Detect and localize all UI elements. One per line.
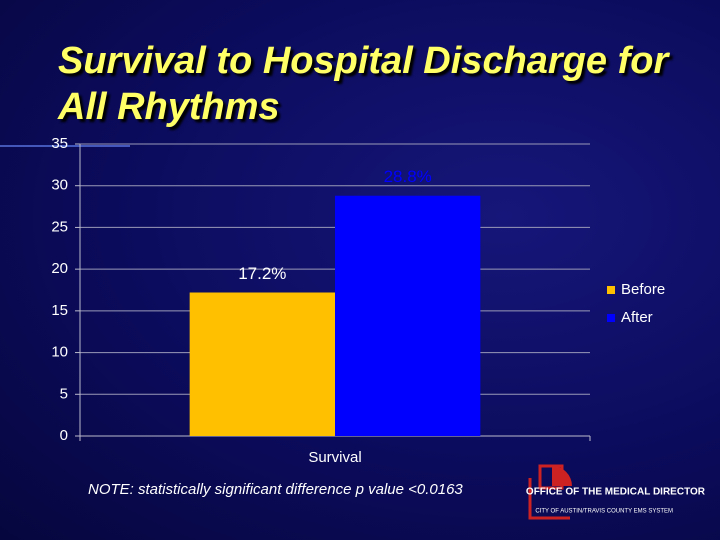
x-tick-label: Survival — [308, 449, 361, 466]
y-tick-label: 20 — [51, 260, 68, 277]
note: NOTE: statistically significant differen… — [88, 481, 463, 498]
legend-swatch — [607, 286, 615, 294]
data-label: 17.2% — [238, 264, 286, 283]
legend-label: Before — [621, 281, 665, 298]
legend-label: After — [621, 309, 653, 326]
logo: OFFICE OF THE MEDICAL DIRECTOR CITY OF A… — [526, 464, 706, 520]
logo-subtitle: CITY OF AUSTIN/TRAVIS COUNTY EMS SYSTEM — [535, 509, 673, 515]
chart-title: Survival to Hospital Discharge for All R… — [58, 40, 669, 128]
y-tick-label: 15 — [51, 302, 68, 319]
legend-swatch — [607, 314, 615, 322]
y-tick-label: 10 — [51, 344, 68, 361]
y-tick-label: 30 — [51, 177, 68, 194]
bar — [335, 195, 481, 436]
y-tick-label: 35 — [51, 135, 68, 152]
y-tick-label: 5 — [60, 385, 68, 402]
y-tick-label: 25 — [51, 218, 68, 235]
data-label: 28.8% — [384, 167, 432, 186]
y-tick-label: 0 — [60, 427, 68, 444]
logo-title: OFFICE OF THE MEDICAL DIRECTOR — [526, 487, 706, 498]
bar — [189, 292, 335, 436]
